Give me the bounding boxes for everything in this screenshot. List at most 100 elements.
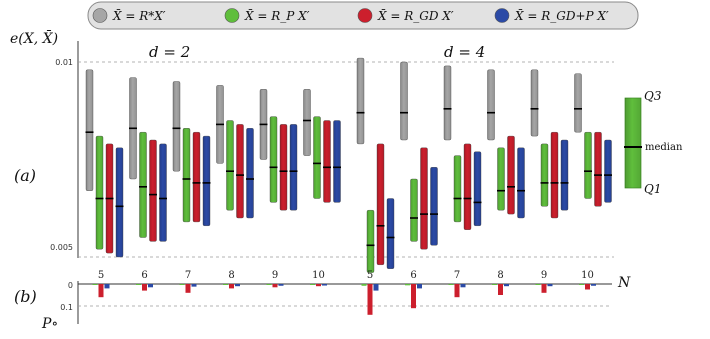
key-median-label: median [645, 142, 683, 153]
x-tick-label-g0-8: 8 [228, 270, 234, 281]
x-tick-label-g1-6: 6 [410, 270, 416, 281]
legend-marker-0 [92, 8, 108, 23]
bar-g0-n7-s1 [185, 284, 191, 293]
key-box-shade [625, 98, 641, 188]
bar-g1-n6-s0 [405, 284, 410, 286]
x-tick-label-g1-9: 9 [541, 270, 547, 281]
box-shade-g0-n5-s3 [116, 147, 123, 257]
box-shade-g0-n7-s2 [193, 132, 200, 222]
box-shade-g1-n7-s0 [444, 65, 451, 140]
bar-g1-n6-s2 [417, 284, 422, 289]
box-shade-g1-n8-s0 [487, 69, 495, 140]
group-title-d4: d = 4 [444, 43, 485, 61]
bar-g0-n7-s0 [179, 284, 185, 285]
box-shade-g1-n9-s2 [551, 132, 558, 218]
legend-marker-2 [357, 8, 373, 23]
x-tick-label-g1-7: 7 [454, 270, 460, 281]
box-shade-g1-n5-s0 [357, 58, 364, 144]
box-key: Q3 median Q1 [624, 89, 683, 196]
bar-g1-n7-s1 [454, 284, 460, 298]
box-shade-g0-n10-s1 [313, 116, 321, 199]
x-axis-label-b: N [617, 275, 631, 291]
bar-g0-n6-s0 [136, 284, 141, 285]
legend-label-2: X̄ = R_GD X′ [377, 8, 454, 23]
box-shade-g1-n10-s3 [604, 140, 612, 203]
key-q1-label: Q1 [644, 182, 661, 196]
bar-g1-n8-s2 [504, 284, 509, 287]
box-shade-g1-n6-s0 [400, 62, 408, 140]
bar-g1-n9-s0 [535, 284, 541, 285]
y-axis-label-b: P∘ [41, 316, 58, 332]
box-shade-g1-n7-s3 [474, 151, 481, 226]
bar-g1-n5-s2 [373, 284, 379, 291]
bar-g1-n7-s0 [448, 284, 454, 285]
box-shade-g0-n5-s1 [96, 136, 103, 250]
y-tick-label-b-0: 0 [68, 281, 73, 290]
box-shade-g1-n6-s2 [420, 147, 428, 250]
bar-g1-n10-s1 [585, 284, 590, 290]
legend: X̄ = R*X′ X̄ = R_P X′ X̄ = R_GD X′ X̄ = R_G… [87, 1, 639, 30]
bar-g0-n5-s1 [98, 284, 104, 298]
bar-g0-n8-s0 [223, 284, 228, 285]
box-shade-g1-n5-s1 [367, 210, 374, 273]
bar-g1-n9-s2 [547, 284, 553, 287]
box-shade-g1-n8-s2 [507, 136, 515, 215]
box-shade-g0-n7-s1 [183, 128, 190, 222]
box-shade-g0-n5-s0 [86, 69, 93, 191]
bar-g0-n5-s2 [104, 284, 110, 289]
box-shade-g1-n8-s3 [517, 147, 525, 218]
box-shade-g1-n10-s1 [584, 132, 592, 199]
legend-label-3: X̄ = R_GD+P X′ [514, 8, 609, 23]
box-shade-g1-n6-s1 [410, 179, 418, 242]
x-tick-label-g1-8: 8 [497, 270, 503, 281]
box-shade-g0-n10-s2 [323, 120, 331, 203]
box-shade-g0-n10-s3 [333, 120, 341, 203]
x-tick-label-g0-5: 5 [98, 270, 104, 281]
y-axis-label-a: e(X, X̄) [10, 29, 58, 47]
box-shade-g1-n7-s2 [464, 143, 471, 230]
bar-g0-n9-s1 [272, 284, 278, 288]
box-shade-g1-n5-s2 [377, 143, 384, 265]
box-shade-g0-n7-s0 [173, 81, 180, 172]
bar-g1-n7-s2 [460, 284, 466, 288]
box-shade-g0-n7-s3 [203, 136, 210, 226]
box-shade-g0-n8-s3 [246, 128, 254, 218]
key-q3-label: Q3 [644, 89, 662, 103]
box-shade-g0-n9-s3 [290, 124, 297, 211]
box-shade-g1-n8-s1 [497, 147, 505, 211]
bar-g1-n10-s0 [579, 284, 584, 285]
bar-g1-n5-s1 [367, 284, 373, 315]
bar-g0-n6-s2 [148, 284, 153, 288]
bar-g0-n7-s2 [191, 284, 197, 287]
box-shade-g0-n8-s1 [226, 120, 234, 211]
x-tick-label-g0-6: 6 [141, 270, 147, 281]
box-shade-g0-n10-s0 [303, 89, 311, 156]
bar-g0-n9-s2 [278, 284, 284, 286]
box-shade-g1-n5-s3 [387, 198, 394, 269]
box-shade-g1-n9-s0 [531, 69, 538, 137]
box-shade-g0-n6-s2 [149, 140, 157, 242]
x-tick-label-g1-5: 5 [367, 270, 373, 281]
box-shade-g0-n6-s3 [159, 143, 167, 242]
legend-label-1: X̄ = R_P X′ [244, 8, 310, 23]
box-shade-g1-n9-s3 [561, 140, 568, 211]
panel-a-label: (a) [14, 166, 36, 185]
x-tick-label-g0-7: 7 [185, 270, 191, 281]
panel-a: e(X, X̄) 0.01 0.005 (a) d = 2 d = 4 [10, 29, 614, 273]
box-shade-g1-n10-s0 [574, 73, 582, 133]
y-tick-label-0005: 0.005 [50, 243, 73, 252]
bar-g1-n5-s0 [361, 284, 367, 286]
bar-g1-n9-s1 [541, 284, 547, 293]
y-tick-label-b-01: 0.1 [60, 303, 73, 312]
legend-label-0: X̄ = R*X′ [112, 8, 166, 23]
box-shade-g1-n9-s1 [541, 143, 548, 207]
box-shade-g0-n8-s2 [236, 124, 244, 218]
x-tick-label-g0-10: 10 [312, 270, 325, 281]
bar-g0-n5-s0 [92, 284, 98, 285]
panel-b: 0 0.1 (b) P∘ N 5 6 7 8 9 10 5 6 7 8 9 10 [14, 270, 631, 332]
y-tick-label-001: 0.01 [55, 58, 73, 67]
bar-g0-n10-s1 [316, 284, 321, 287]
bar-g1-n8-s1 [498, 284, 503, 295]
box-shade-g1-n7-s1 [454, 155, 461, 222]
